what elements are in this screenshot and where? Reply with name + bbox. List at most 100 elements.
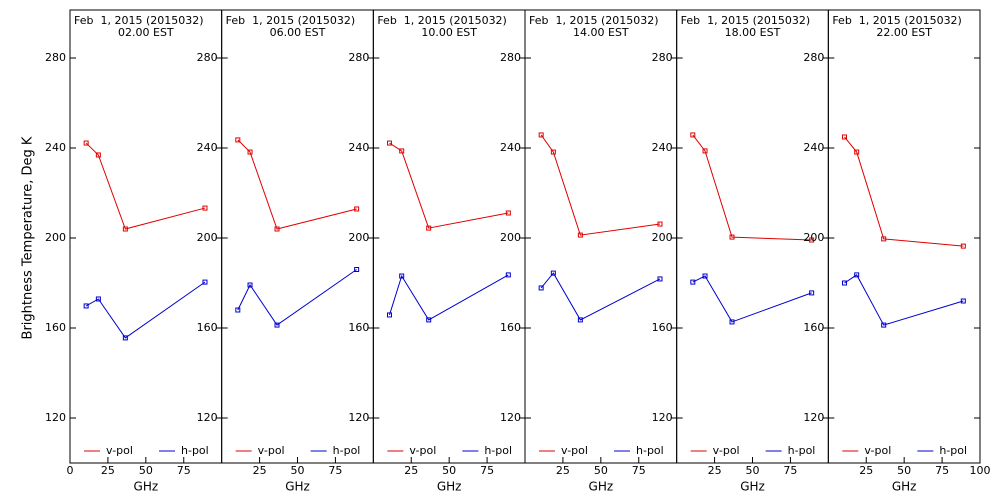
y-tick-label: 280 [348, 51, 369, 64]
series-line [844, 136, 964, 247]
x-tick-label: 75 [177, 464, 191, 477]
series-line [389, 274, 509, 321]
data-point [657, 276, 663, 282]
data-point [83, 303, 89, 309]
x-tick-label: 50 [442, 464, 456, 477]
y-axis-label: Brightness Temperature, Deg K [21, 136, 36, 339]
y-tick-label: 120 [500, 411, 521, 424]
data-point [274, 322, 280, 328]
x-tick-label: 75 [783, 464, 797, 477]
data-point [83, 140, 89, 146]
y-tick-label: 200 [652, 231, 673, 244]
y-tick-label: 120 [348, 411, 369, 424]
legend-label: h-pol [333, 444, 361, 457]
y-tick-label: 160 [348, 321, 369, 334]
legend-label: h-pol [181, 444, 209, 457]
series-line [85, 281, 206, 339]
legend-label: h-pol [788, 444, 816, 457]
y-tick-label: 120 [197, 411, 218, 424]
data-point [550, 270, 556, 276]
data-point [729, 234, 735, 240]
data-point [881, 322, 887, 328]
y-tick-label: 160 [197, 321, 218, 334]
data-point [538, 285, 544, 291]
data-point [505, 272, 511, 278]
data-point [550, 149, 556, 155]
data-point [577, 232, 583, 238]
series-line [389, 142, 509, 229]
y-tick-label: 240 [500, 141, 521, 154]
y-tick-label: 240 [197, 141, 218, 154]
data-point [426, 317, 432, 323]
data-point [95, 296, 101, 302]
y-tick-label: 240 [348, 141, 369, 154]
data-point [809, 237, 815, 243]
y-tick-label: 280 [500, 51, 521, 64]
x-tick-label: 25 [859, 464, 873, 477]
data-point [841, 134, 847, 140]
panel-title: Feb 1, 2015 (2015032) [74, 14, 204, 27]
x-axis-label: GHz [437, 480, 462, 494]
y-tick-label: 120 [652, 411, 673, 424]
legend-label: v-pol [864, 444, 891, 457]
y-tick-label: 240 [45, 141, 66, 154]
data-point [505, 210, 511, 216]
data-point [235, 137, 241, 143]
data-point [202, 279, 208, 285]
data-point [354, 206, 360, 212]
data-point [247, 149, 253, 155]
panel-frame [827, 9, 981, 464]
legend-label: v-pol [409, 444, 436, 457]
series-line [844, 274, 964, 326]
series-line [237, 269, 357, 326]
y-tick-label: 160 [45, 321, 66, 334]
panel-subtitle: 06.00 EST [270, 26, 326, 39]
x-tick-label: 50 [291, 464, 305, 477]
data-point [354, 267, 360, 272]
data-point [690, 279, 696, 285]
x-tick-label: 25 [101, 464, 115, 477]
data-point [426, 225, 432, 231]
data-point [854, 272, 860, 278]
x-tick-label: 75 [328, 464, 342, 477]
panel-title: Feb 1, 2015 (2015032) [832, 14, 962, 27]
series-line [692, 275, 812, 323]
y-tick-label: 160 [500, 321, 521, 334]
panel-title: Feb 1, 2015 (2015032) [529, 14, 659, 27]
panel-subtitle: 18.00 EST [725, 26, 781, 39]
y-tick-label: 160 [652, 321, 673, 334]
x-axis-label: GHz [285, 480, 310, 494]
data-point [202, 205, 208, 211]
legend-label: h-pol [636, 444, 664, 457]
x-tick-label: 75 [480, 464, 494, 477]
y-tick-label: 280 [803, 51, 824, 64]
y-tick-label: 200 [45, 231, 66, 244]
y-tick-label: 200 [348, 231, 369, 244]
data-point [386, 140, 392, 146]
data-point [960, 243, 966, 249]
x-tick-label: 25 [404, 464, 418, 477]
data-point [274, 226, 280, 232]
panel-subtitle: 22.00 EST [876, 26, 932, 39]
y-tick-label: 160 [803, 321, 824, 334]
data-point [122, 226, 128, 232]
x-tick-label: 50 [594, 464, 608, 477]
y-tick-label: 280 [197, 51, 218, 64]
series-line [540, 272, 661, 321]
x-tick-label: 50 [139, 464, 153, 477]
data-point [702, 273, 708, 279]
panel-subtitle: 10.00 EST [421, 26, 477, 39]
legend-label: h-pol [484, 444, 512, 457]
data-point [95, 152, 101, 158]
y-tick-label: 280 [652, 51, 673, 64]
series-line [237, 139, 357, 230]
data-point [729, 319, 735, 325]
panel-subtitle: 02.00 EST [118, 26, 174, 39]
data-point [538, 132, 544, 138]
x-tick-label: 100 [970, 464, 991, 477]
y-tick-label: 200 [197, 231, 218, 244]
y-tick-label: 240 [803, 141, 824, 154]
panel-title: Feb 1, 2015 (2015032) [681, 14, 811, 27]
data-point [247, 282, 253, 288]
